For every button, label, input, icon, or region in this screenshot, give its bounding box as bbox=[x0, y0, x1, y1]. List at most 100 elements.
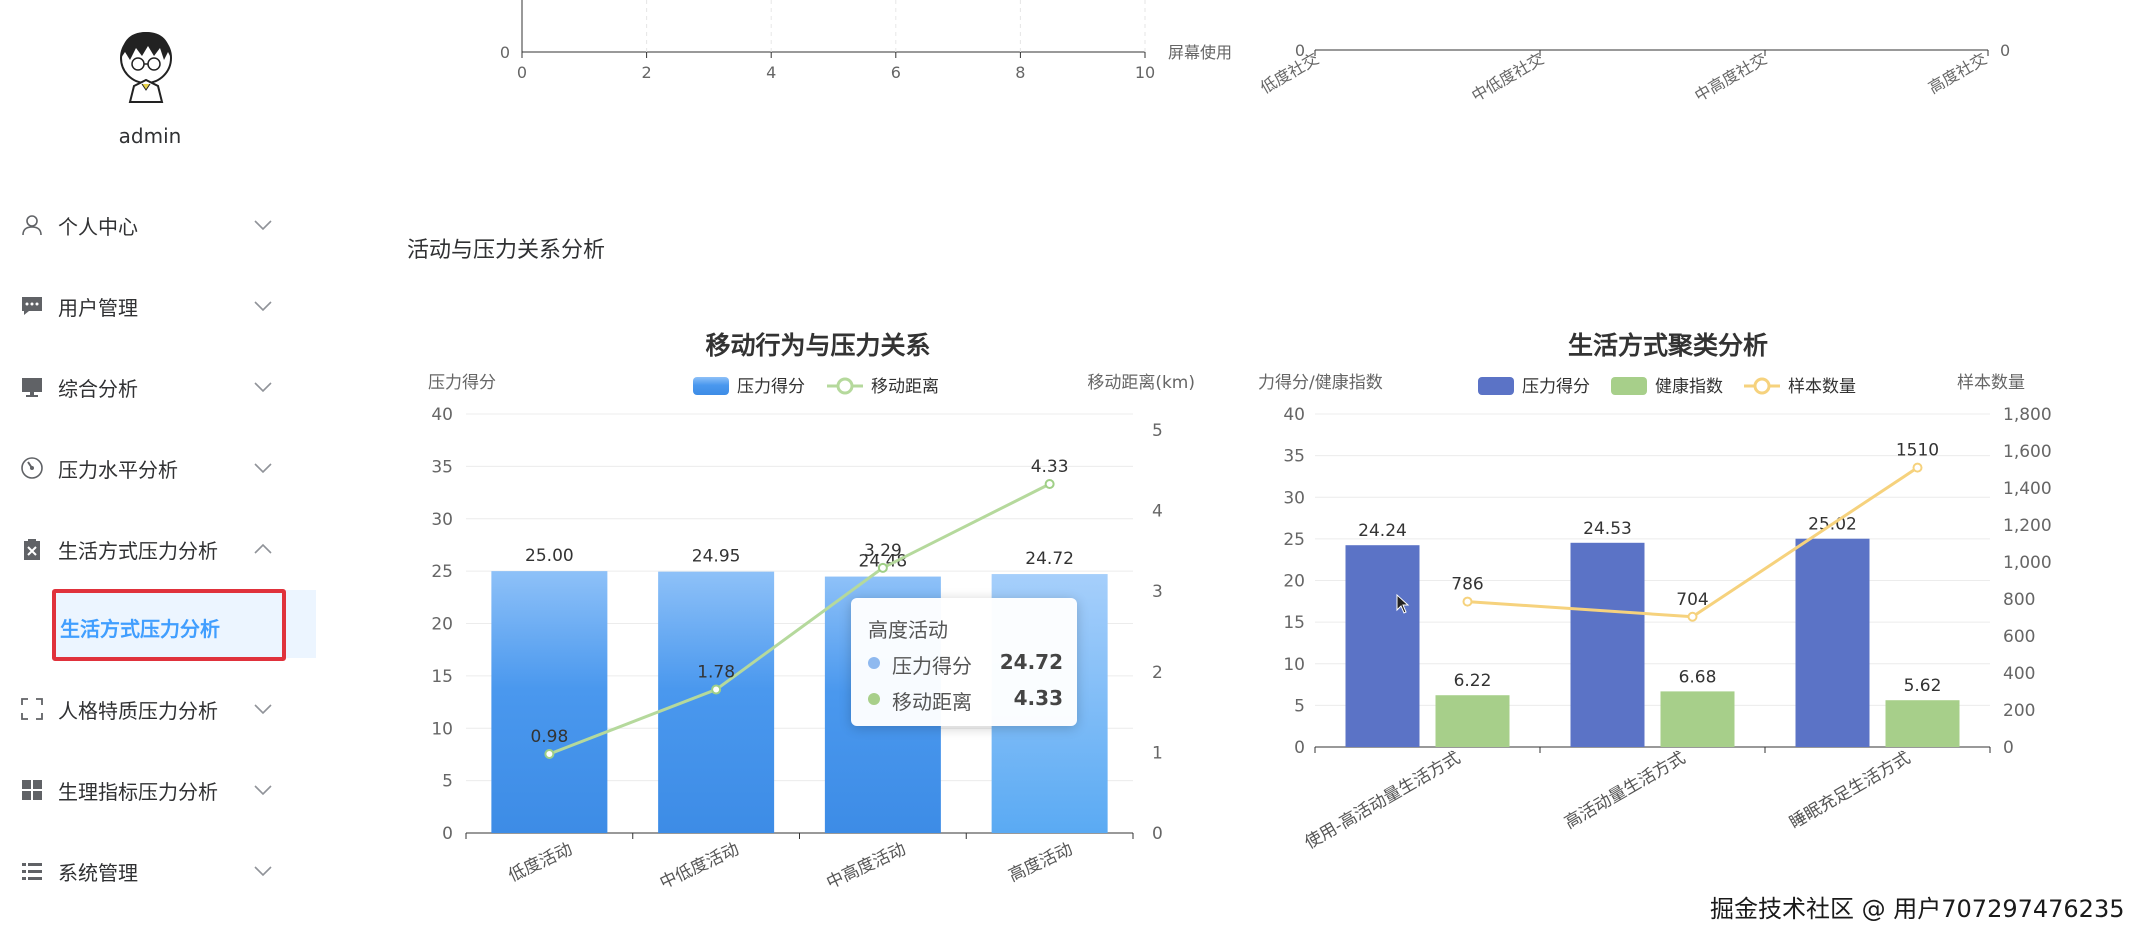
x-tick-label: 睡眠充足生活方式 bbox=[1786, 748, 1914, 833]
menu-item-lifestyle-stress-analysis[interactable]: 生活方式压力分析 bbox=[0, 519, 300, 579]
y-tick-label: 5 bbox=[1294, 696, 1305, 716]
y-tick-label: 15 bbox=[431, 667, 453, 687]
bar-value-label: 24.95 bbox=[692, 547, 741, 567]
line-point bbox=[544, 749, 555, 760]
legend-swatch bbox=[1611, 377, 1647, 395]
x-tick-label: 高活动量生活方式 bbox=[1561, 748, 1689, 833]
bar bbox=[1570, 542, 1645, 747]
line-point bbox=[1462, 596, 1473, 607]
x-tick-label: 高度活动 bbox=[1006, 839, 1076, 886]
line-value-label: 3.29 bbox=[864, 541, 902, 561]
menu-label: 人格特质压力分析 bbox=[58, 698, 218, 723]
x-tick-label: 6 bbox=[891, 63, 901, 82]
x-tick-label: 高度社交 bbox=[1925, 49, 1990, 97]
x-tick-label: 10 bbox=[1135, 63, 1155, 82]
y-tick-label: 0 bbox=[2003, 738, 2014, 758]
chevron-down-icon bbox=[254, 704, 272, 715]
y-tick-label: 5 bbox=[442, 772, 453, 792]
menu-label: 综合分析 bbox=[58, 376, 138, 401]
y-axis-name: 移动距离(km) bbox=[1087, 373, 1195, 393]
menu-item-user-management[interactable]: 用户管理 bbox=[0, 276, 300, 336]
menu-item-personal-center[interactable]: 个人中心 bbox=[0, 195, 300, 255]
bar bbox=[1885, 700, 1960, 747]
bar bbox=[1660, 691, 1735, 747]
y-tick-label: 1,000 bbox=[2003, 553, 2052, 573]
submenu-item-lifestyle-stress-analysis[interactable] bbox=[52, 590, 316, 658]
legend-swatch bbox=[1753, 377, 1771, 395]
legend-label: 压力得分 bbox=[1522, 377, 1590, 397]
bar-value-label: 24.72 bbox=[1025, 549, 1074, 569]
line-value-label: 704 bbox=[1676, 590, 1708, 610]
chart-tooltip: 高度活动 压力得分 24.72 移动距离 4.33 bbox=[851, 598, 1077, 726]
y-tick-label: 0 bbox=[2000, 41, 2010, 60]
username: admin bbox=[118, 124, 182, 148]
y-tick-label: 0 bbox=[1152, 824, 1163, 844]
bar bbox=[658, 571, 775, 833]
y-tick-label: 0 bbox=[442, 824, 453, 844]
menu-item-stress-level-analysis[interactable]: 压力水平分析 bbox=[0, 438, 300, 498]
chevron-down-icon bbox=[254, 220, 272, 231]
menu-item-comprehensive-analysis[interactable]: 综合分析 bbox=[0, 357, 300, 417]
tooltip-row: 压力得分 24.72 bbox=[868, 650, 1063, 678]
y-tick-label: 15 bbox=[1283, 613, 1305, 633]
grid-icon bbox=[22, 780, 42, 800]
x-tick-label: 4 bbox=[766, 63, 776, 82]
y-tick-label: 1,400 bbox=[2003, 479, 2052, 499]
line-value-label: 0.98 bbox=[530, 727, 568, 747]
menu-label: 生理指标压力分析 bbox=[58, 779, 218, 804]
y-tick-label: 20 bbox=[431, 615, 453, 635]
x-tick-label: 中低度活动 bbox=[657, 839, 742, 893]
y-tick-label: 25 bbox=[1283, 530, 1305, 550]
chat-icon bbox=[22, 297, 42, 315]
line-value-label: 1510 bbox=[1896, 441, 1939, 461]
legend-swatch bbox=[1478, 377, 1514, 395]
menu-item-physiological-stress-analysis[interactable]: 生理指标压力分析 bbox=[0, 760, 300, 820]
menu-item-system-management[interactable]: 系统管理 bbox=[0, 841, 300, 901]
chevron-down-icon bbox=[254, 463, 272, 474]
y-tick-label: 600 bbox=[2003, 627, 2035, 647]
y-tick-label: 1 bbox=[1152, 743, 1163, 763]
y-tick-label: 30 bbox=[431, 510, 453, 530]
y-tick-label: 10 bbox=[1283, 655, 1305, 675]
fullscreen-icon bbox=[21, 698, 43, 720]
menu-label: 压力水平分析 bbox=[58, 457, 178, 482]
x-tick-label: 中高度活动 bbox=[823, 839, 908, 893]
y-tick-label: 800 bbox=[2003, 590, 2035, 610]
y-axis-name: 压力得分 bbox=[428, 373, 496, 393]
bar-value-label: 24.48 bbox=[859, 552, 908, 572]
chevron-down-icon bbox=[254, 301, 272, 312]
y-tick-label: 4 bbox=[1152, 502, 1163, 522]
y-tick-label: 200 bbox=[2003, 701, 2035, 721]
y-tick-label: 0 bbox=[1294, 738, 1305, 758]
chart-title: 生活方式聚类分析 bbox=[1568, 331, 1768, 360]
y-tick-label: 1,800 bbox=[2003, 405, 2052, 425]
menu-label: 个人中心 bbox=[58, 214, 138, 239]
legend-label: 压力得分 bbox=[737, 377, 805, 397]
avatar[interactable] bbox=[106, 24, 186, 104]
y-tick-label: 3 bbox=[1152, 582, 1163, 602]
y-tick-label: 25 bbox=[431, 562, 453, 582]
line-value-label: 1.78 bbox=[697, 663, 735, 683]
chevron-down-icon bbox=[254, 866, 272, 877]
chevron-down-icon bbox=[254, 382, 272, 393]
y-tick-label: 30 bbox=[1283, 488, 1305, 508]
bar-value-label: 24.24 bbox=[1358, 521, 1407, 541]
x-tick-label: 0 bbox=[517, 63, 527, 82]
y-tick-label: 2 bbox=[1152, 663, 1163, 683]
legend-label: 移动距离 bbox=[871, 377, 939, 397]
y-tick-label: 400 bbox=[2003, 664, 2035, 684]
menu-label: 系统管理 bbox=[58, 860, 138, 885]
tooltip-dot bbox=[868, 657, 880, 669]
x-tick-label: 8 bbox=[1015, 63, 1025, 82]
x-tick-label: 低度社交 bbox=[1257, 49, 1322, 97]
x-tick-label: 2 bbox=[642, 63, 652, 82]
bar-value-label: 25.00 bbox=[525, 546, 574, 566]
y-tick-label: 35 bbox=[431, 457, 453, 477]
menu-item-personality-stress-analysis[interactable]: 人格特质压力分析 bbox=[0, 679, 300, 739]
bar-value-label: 24.53 bbox=[1583, 519, 1632, 539]
legend-swatch bbox=[693, 377, 729, 395]
monitor-icon bbox=[22, 378, 42, 397]
x-tick-label: 低度活动 bbox=[505, 839, 575, 886]
